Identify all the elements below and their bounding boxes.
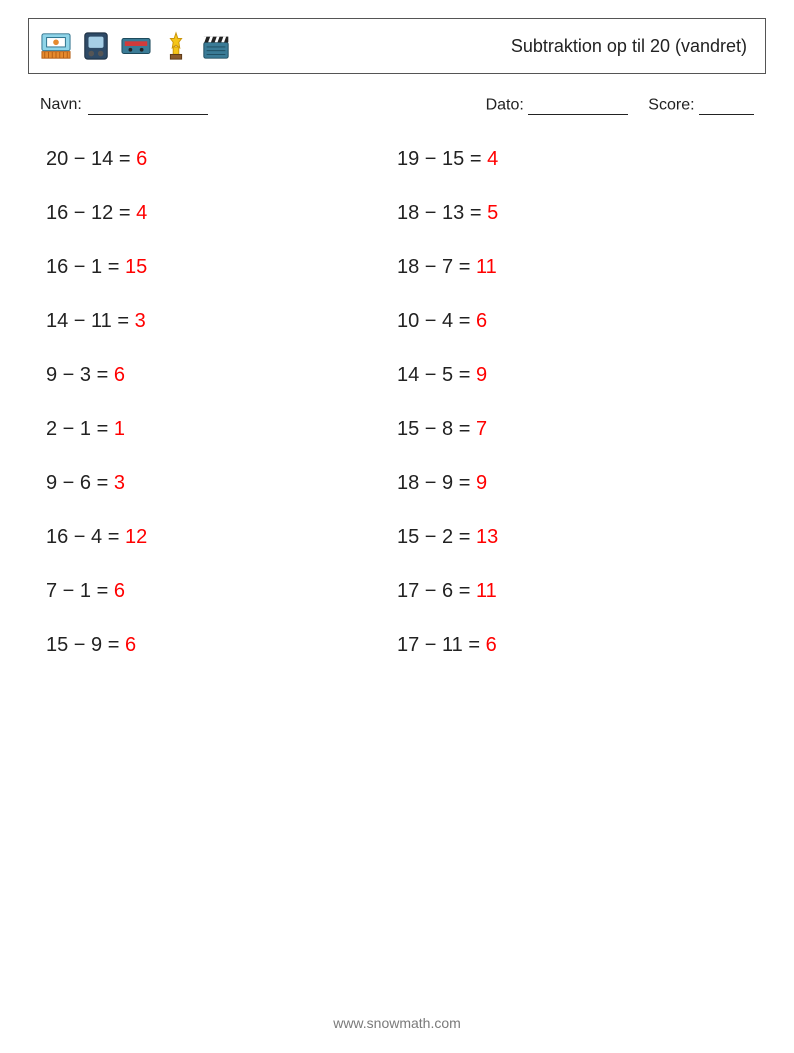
problem-row: 16 − 4 = 12: [46, 527, 397, 547]
problem-answer: 5: [487, 202, 498, 224]
problem-answer: 3: [114, 472, 125, 494]
problem-row: 15 − 8 = 7: [397, 419, 748, 439]
award-statue-icon: [161, 31, 191, 61]
problem-row: 9 − 3 = 6: [46, 365, 397, 385]
problem-row: 17 − 6 = 11: [397, 581, 748, 601]
problem-expression: 18 − 13 =: [397, 202, 487, 224]
problem-answer: 15: [125, 256, 147, 278]
problem-answer: 7: [476, 418, 487, 440]
problem-expression: 15 − 8 =: [397, 418, 476, 440]
score-field-group: Score:: [648, 96, 754, 115]
problem-answer: 13: [476, 526, 498, 548]
problem-answer: 12: [125, 526, 147, 548]
problem-expression: 16 − 4 =: [46, 526, 125, 548]
problem-expression: 16 − 1 =: [46, 256, 125, 278]
problem-row: 20 − 14 = 6: [46, 149, 397, 169]
problem-row: 16 − 12 = 4: [46, 203, 397, 223]
problem-row: 16 − 1 = 15: [46, 257, 397, 277]
problem-expression: 15 − 9 =: [46, 634, 125, 656]
problems-column-2: 19 − 15 = 4 18 − 13 = 5 18 − 7 = 11 10 − 4 …: [397, 149, 748, 689]
score-label: Score:: [648, 97, 694, 114]
problem-answer: 6: [114, 364, 125, 386]
info-row: Navn: Dato: Score:: [40, 96, 754, 115]
problem-answer: 6: [486, 634, 497, 656]
problem-expression: 9 − 3 =: [46, 364, 114, 386]
problem-expression: 10 − 4 =: [397, 310, 476, 332]
problem-row: 19 − 15 = 4: [397, 149, 748, 169]
problem-expression: 15 − 2 =: [397, 526, 476, 548]
problem-row: 10 − 4 = 6: [397, 311, 748, 331]
problem-answer: 9: [476, 364, 487, 386]
problem-answer: 1: [114, 418, 125, 440]
problem-answer: 11: [476, 256, 497, 278]
problem-expression: 7 − 1 =: [46, 580, 114, 602]
problem-row: 14 − 11 = 3: [46, 311, 397, 331]
problem-answer: 4: [136, 202, 147, 224]
name-field-group: Navn:: [40, 96, 208, 115]
problem-expression: 14 − 5 =: [397, 364, 476, 386]
problem-expression: 20 − 14 =: [46, 148, 136, 170]
date-field-group: Dato:: [486, 96, 629, 115]
problem-answer: 4: [487, 148, 498, 170]
header-box: Subtraktion op til 20 (vandret): [28, 18, 766, 74]
problem-expression: 18 − 9 =: [397, 472, 476, 494]
problem-row: 18 − 13 = 5: [397, 203, 748, 223]
date-label: Dato:: [486, 97, 524, 114]
problem-row: 2 − 1 = 1: [46, 419, 397, 439]
problems-column-1: 20 − 14 = 6 16 − 12 = 4 16 − 1 = 15 14 − 11…: [46, 149, 397, 689]
film-projector-icon: [81, 31, 111, 61]
problem-row: 15 − 9 = 6: [46, 635, 397, 655]
problem-expression: 2 − 1 =: [46, 418, 114, 440]
problem-row: 17 − 11 = 6: [397, 635, 748, 655]
problem-expression: 14 − 11 =: [46, 310, 135, 332]
vhs-icon: [121, 31, 151, 61]
header-icons-row: [41, 31, 231, 61]
problem-expression: 17 − 11 =: [397, 634, 486, 656]
problem-row: 14 − 5 = 9: [397, 365, 748, 385]
problem-answer: 3: [135, 310, 146, 332]
name-label: Navn:: [40, 96, 82, 115]
problem-expression: 16 − 12 =: [46, 202, 136, 224]
date-blank[interactable]: [528, 96, 628, 115]
problem-row: 15 − 2 = 13: [397, 527, 748, 547]
worksheet-page: Subtraktion op til 20 (vandret) Navn: Da…: [0, 0, 794, 1053]
problem-answer: 6: [476, 310, 487, 332]
problem-answer: 6: [136, 148, 147, 170]
problem-answer: 11: [476, 580, 497, 602]
problem-row: 7 − 1 = 6: [46, 581, 397, 601]
score-blank[interactable]: [699, 96, 754, 115]
problem-expression: 19 − 15 =: [397, 148, 487, 170]
problem-answer: 9: [476, 472, 487, 494]
problem-row: 9 − 6 = 3: [46, 473, 397, 493]
problem-expression: 17 − 6 =: [397, 580, 476, 602]
name-blank[interactable]: [88, 96, 208, 115]
cinema-theatre-icon: [41, 31, 71, 61]
problem-expression: 9 − 6 =: [46, 472, 114, 494]
problem-expression: 18 − 7 =: [397, 256, 476, 278]
problem-answer: 6: [125, 634, 136, 656]
problem-answer: 6: [114, 580, 125, 602]
problems-grid: 20 − 14 = 616 − 12 = 416 − 1 = 1514 − 11…: [28, 149, 766, 689]
footer-link: www.snowmath.com: [0, 1015, 794, 1031]
worksheet-title: Subtraktion op til 20 (vandret): [511, 36, 753, 57]
problem-row: 18 − 7 = 11: [397, 257, 748, 277]
problem-row: 18 − 9 = 9: [397, 473, 748, 493]
clapperboard-icon: [201, 31, 231, 61]
